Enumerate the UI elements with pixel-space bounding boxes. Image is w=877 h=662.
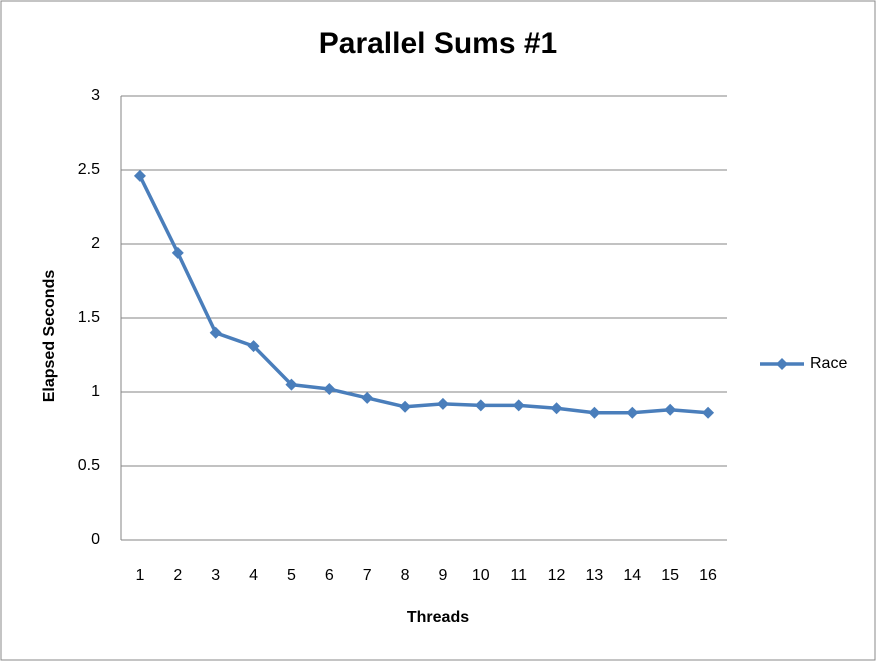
x-tick-label: 1	[135, 567, 144, 584]
x-axis-title: Threads	[407, 609, 469, 626]
data-point	[133, 169, 146, 182]
x-tick-label: 12	[548, 567, 566, 584]
chart-title: Parallel Sums #1	[319, 27, 557, 60]
x-tick-label: 11	[510, 567, 527, 584]
data-point	[436, 397, 449, 410]
data-point	[550, 402, 563, 415]
y-tick-label: 0	[91, 531, 100, 548]
data-point	[664, 403, 677, 416]
legend-label: Race	[810, 355, 847, 372]
x-tick-label: 15	[661, 567, 679, 584]
data-point	[209, 326, 222, 339]
data-point	[702, 406, 715, 419]
data-point	[588, 406, 601, 419]
x-tick-label: 4	[249, 567, 258, 584]
y-tick-label: 3	[91, 87, 100, 104]
x-tick-label: 9	[438, 567, 447, 584]
data-point	[361, 391, 374, 404]
legend-marker	[776, 358, 788, 370]
y-tick-label: 1.5	[78, 309, 100, 326]
data-point	[399, 400, 412, 413]
x-tick-label: 2	[173, 567, 182, 584]
data-point	[626, 406, 639, 419]
x-tick-label: 16	[699, 567, 717, 584]
x-tick-label: 7	[363, 567, 372, 584]
data-point	[323, 383, 336, 396]
data-point	[247, 340, 260, 353]
x-tick-label: 8	[401, 567, 410, 584]
data-point	[512, 399, 525, 412]
y-axis-title: Elapsed Seconds	[41, 270, 58, 403]
data-point	[171, 246, 184, 259]
data-point	[285, 378, 298, 391]
x-tick-label: 3	[211, 567, 220, 584]
x-tick-label: 10	[472, 567, 490, 584]
y-tick-label: 0.5	[78, 457, 100, 474]
y-tick-label: 2	[91, 235, 100, 252]
data-point	[474, 399, 487, 412]
data-line	[138, 175, 709, 415]
x-tick-label: 14	[623, 567, 641, 584]
x-tick-label: 5	[287, 567, 296, 584]
y-tick-label: 2.5	[78, 161, 100, 178]
x-tick-label: 6	[325, 567, 334, 584]
x-tick-label: 13	[586, 567, 604, 584]
y-tick-label: 1	[91, 383, 100, 400]
